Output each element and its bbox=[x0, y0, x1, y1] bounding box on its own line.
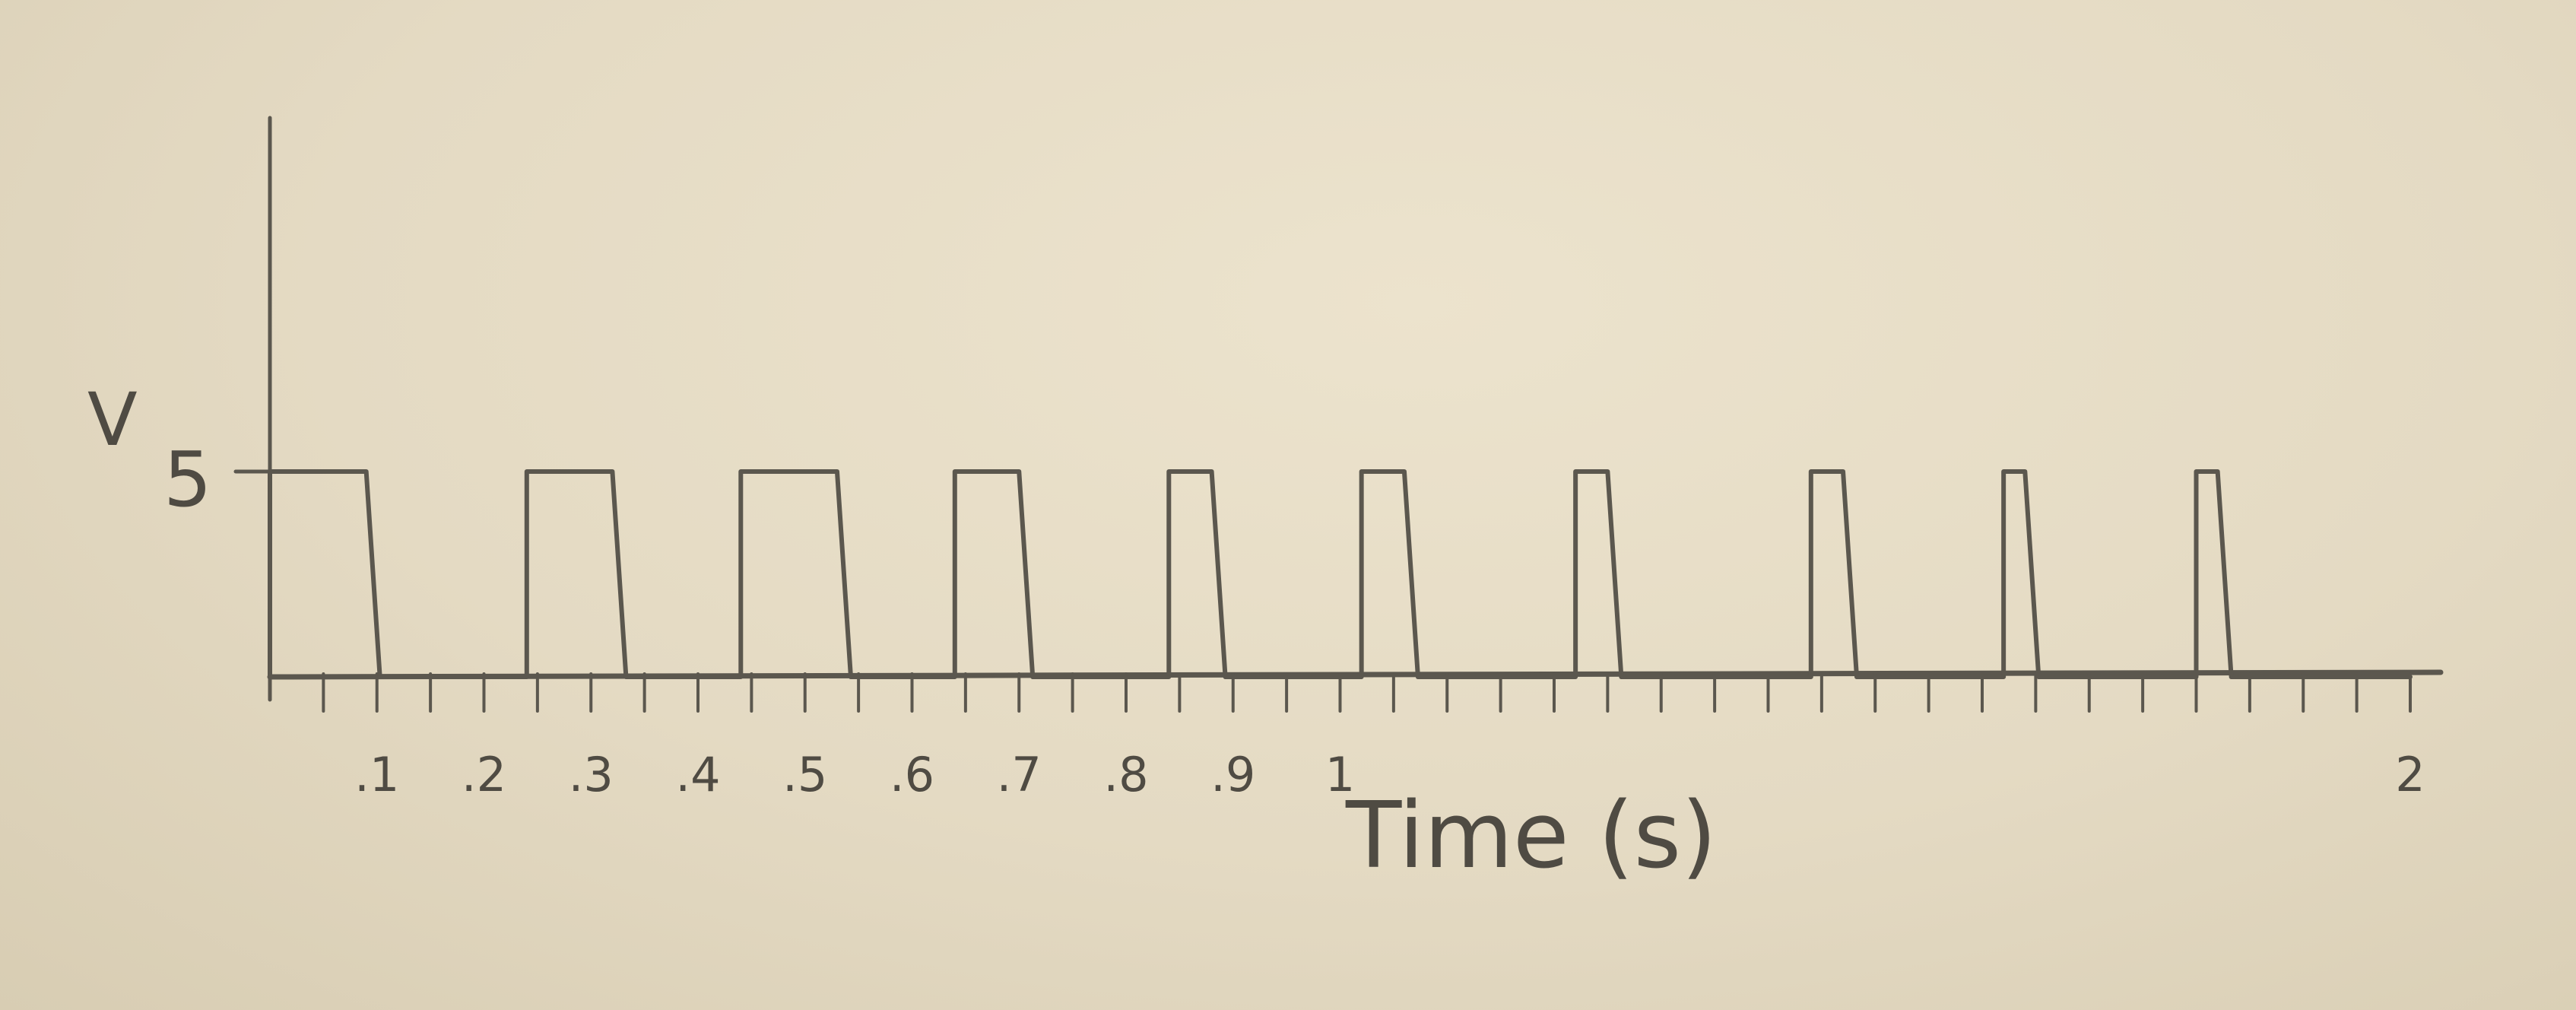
x-axis-label: Time (s) bbox=[1345, 783, 1717, 889]
x-tick-label: .5 bbox=[782, 747, 827, 802]
pulse-trace-line bbox=[268, 469, 2413, 679]
pulse-mark bbox=[1169, 472, 1211, 677]
signal-trace bbox=[268, 469, 2413, 679]
x-tick-label: .2 bbox=[462, 747, 506, 802]
x-tick-label: .1 bbox=[354, 747, 399, 802]
pulse-mark bbox=[270, 472, 366, 677]
y-ticks: 5 bbox=[163, 435, 280, 524]
pulse-mark bbox=[741, 472, 837, 677]
axes bbox=[267, 116, 2444, 702]
pulse-mark bbox=[955, 472, 1019, 677]
x-tick-label: .7 bbox=[997, 747, 1042, 802]
x-tick-label: .6 bbox=[890, 747, 934, 802]
x-tick-label: .9 bbox=[1210, 747, 1255, 802]
pulse-mark bbox=[2197, 472, 2218, 677]
x-tick-label: 2 bbox=[2395, 747, 2425, 802]
x-tick-label: .3 bbox=[569, 747, 614, 802]
pulse-mark bbox=[1575, 472, 1607, 677]
y-tick-label: 5 bbox=[163, 435, 212, 524]
y-axis-label: V bbox=[87, 377, 138, 462]
pulse-mark bbox=[2003, 472, 2025, 677]
pulse-mark bbox=[1811, 472, 1843, 677]
x-ticks: .1 .2 .3 .4 .5 .6 .7 .8 .9 1 2 bbox=[322, 672, 2425, 802]
x-tick-label: 1 bbox=[1325, 747, 1355, 802]
x-tick-label: .8 bbox=[1103, 747, 1148, 802]
pulse-mark bbox=[1362, 472, 1404, 677]
pulse-mark bbox=[527, 472, 613, 677]
x-tick-label: .4 bbox=[675, 747, 720, 802]
